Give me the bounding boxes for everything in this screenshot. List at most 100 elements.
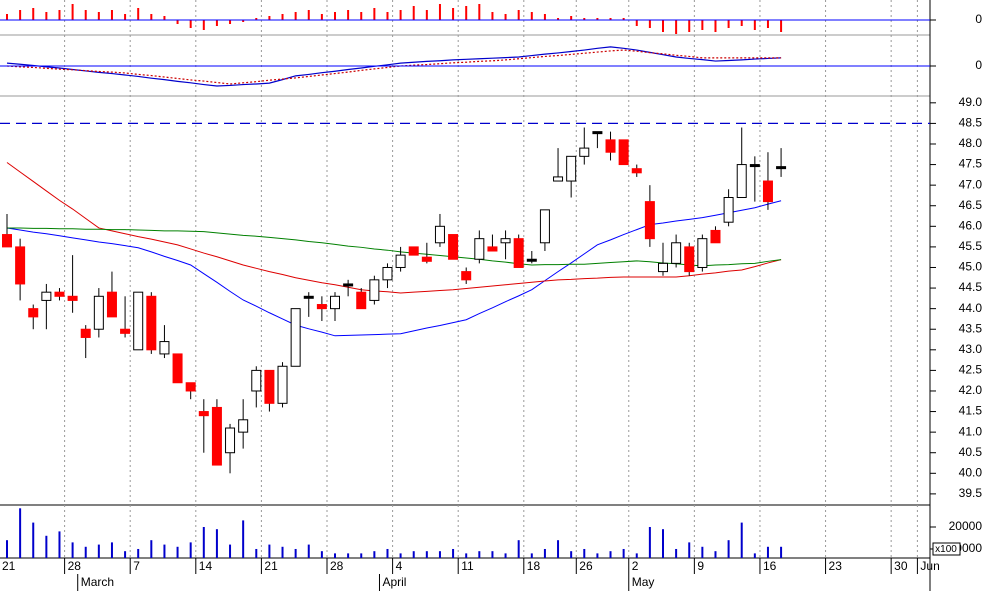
- candle-body: [592, 131, 603, 135]
- y-tick-label: 0: [975, 12, 982, 26]
- bar: [320, 14, 323, 20]
- bar: [386, 548, 389, 558]
- bar: [176, 546, 179, 558]
- y-tick-label: 41.0: [959, 424, 983, 438]
- x-tick-label: 30: [894, 559, 908, 573]
- x-tick-label: 11: [461, 559, 474, 573]
- bar: [137, 8, 140, 20]
- candle-body: [658, 262, 668, 273]
- y-tick-label: 46.5: [959, 198, 983, 212]
- y-tick-label: 44.5: [959, 280, 983, 294]
- bar: [97, 12, 100, 20]
- candle-body: [185, 382, 196, 392]
- bar: [242, 520, 245, 558]
- candle-body: [93, 295, 104, 330]
- bar: [491, 551, 494, 558]
- bar: [347, 10, 350, 20]
- bar: [320, 551, 323, 558]
- bar: [648, 526, 651, 558]
- x-tick-label: 4: [396, 559, 403, 573]
- bar: [19, 508, 22, 558]
- bar: [570, 551, 573, 558]
- candle-body: [631, 168, 642, 174]
- bar: [229, 544, 232, 558]
- bar: [766, 546, 769, 558]
- candle-body: [80, 328, 91, 338]
- candle-body: [762, 180, 773, 203]
- bar: [32, 8, 35, 20]
- bar: [557, 540, 560, 558]
- bar: [662, 20, 664, 32]
- bar: [609, 551, 612, 558]
- y-tick-label: 40.5: [959, 445, 983, 459]
- bar: [596, 553, 599, 558]
- bar: [360, 12, 363, 20]
- bar: [281, 14, 284, 20]
- bar: [110, 542, 113, 558]
- bar: [32, 522, 35, 558]
- bar: [45, 12, 48, 20]
- x-tick-label: 28: [330, 559, 344, 573]
- candle-body: [146, 295, 157, 351]
- candle-body: [382, 266, 393, 281]
- candle-body: [421, 256, 432, 262]
- candle-body: [251, 369, 262, 392]
- x-tick-label: 21: [264, 559, 278, 573]
- candle-body: [736, 164, 747, 198]
- candle-body: [264, 369, 275, 404]
- y-tick-label: 48.5: [959, 116, 983, 130]
- bar: [504, 553, 507, 558]
- bar: [412, 6, 415, 20]
- bar: [438, 551, 441, 558]
- candle-body: [710, 229, 721, 244]
- x-tick-label: 7: [133, 559, 140, 573]
- candle-body: [211, 406, 222, 466]
- bar: [268, 16, 271, 20]
- bar: [412, 551, 415, 558]
- candle-body: [434, 225, 445, 244]
- bar: [6, 14, 8, 20]
- bar: [307, 10, 310, 20]
- bar: [176, 20, 179, 24]
- bar: [478, 4, 481, 20]
- bar: [58, 531, 61, 558]
- bar: [438, 4, 441, 20]
- bar: [58, 10, 61, 20]
- candle-body: [487, 246, 498, 252]
- bar: [609, 18, 612, 20]
- bar: [753, 20, 756, 30]
- unit-box: [932, 542, 961, 556]
- candle-body: [120, 328, 131, 334]
- candle-body: [776, 166, 787, 170]
- y-tick-label: 41.5: [959, 404, 983, 418]
- candle-body: [172, 353, 183, 384]
- bar: [635, 553, 638, 558]
- bar: [281, 546, 284, 558]
- candle-body: [277, 365, 288, 404]
- candle-body: [54, 291, 65, 297]
- y-tick-label: 0: [975, 58, 982, 72]
- bar: [530, 12, 533, 20]
- bar: [452, 8, 455, 20]
- candle-body: [500, 238, 511, 244]
- bar: [675, 548, 678, 558]
- bar: [307, 544, 310, 558]
- bar: [294, 548, 297, 558]
- candle-body: [723, 197, 734, 223]
- candle-body: [539, 209, 550, 244]
- candle-body: [605, 139, 616, 153]
- bar: [780, 546, 783, 558]
- bar: [543, 14, 546, 20]
- line-series: [6, 49, 782, 85]
- bar: [570, 16, 573, 20]
- candle-body: [106, 291, 117, 318]
- candle-body: [67, 295, 78, 301]
- bar: [84, 546, 87, 558]
- candle-body: [198, 411, 209, 417]
- unit-label: x100: [935, 544, 957, 555]
- bar: [6, 540, 8, 558]
- bar: [622, 18, 625, 20]
- bar: [189, 20, 192, 28]
- y-tick-label: 46.0: [959, 218, 983, 232]
